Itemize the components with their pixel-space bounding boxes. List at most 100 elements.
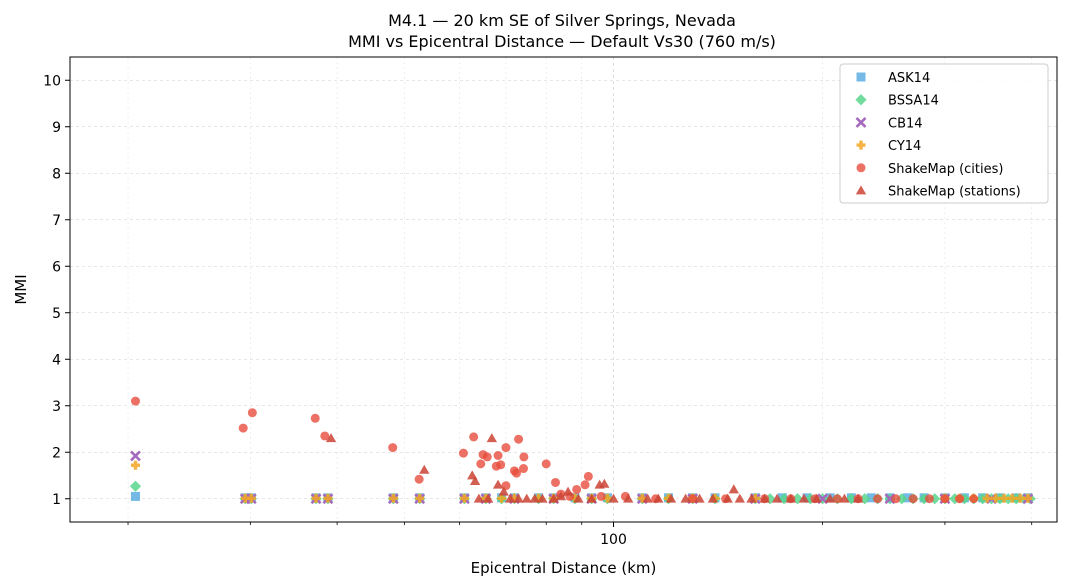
data-point xyxy=(388,493,398,503)
data-point xyxy=(555,491,567,501)
series-shakemap-cities xyxy=(130,396,979,504)
data-point xyxy=(419,464,430,474)
data-point xyxy=(891,494,901,504)
data-point xyxy=(414,474,424,484)
data-point xyxy=(665,493,677,503)
y-tick-label: 5 xyxy=(52,306,61,322)
data-point xyxy=(238,423,248,433)
y-tick-label: 7 xyxy=(52,213,61,229)
series-shakemap-stations xyxy=(325,433,864,503)
data-point xyxy=(514,434,524,444)
data-point xyxy=(469,475,481,485)
data-point xyxy=(482,452,492,462)
data-point xyxy=(573,493,584,503)
axes: 1 2 3 4 5 6 7 8 9 10 100 xyxy=(43,73,1033,548)
y-tick-label: 1 xyxy=(52,492,61,508)
data-point xyxy=(129,480,142,492)
x-stroke xyxy=(130,450,141,462)
data-point xyxy=(924,494,934,504)
data-point xyxy=(323,493,333,503)
data-point xyxy=(320,431,330,441)
data-point xyxy=(583,471,593,481)
legend-marker xyxy=(856,72,866,82)
data-point xyxy=(722,493,733,503)
data-point xyxy=(572,484,582,494)
data-point xyxy=(680,493,691,503)
data-point xyxy=(562,486,574,496)
data-point xyxy=(550,477,560,487)
data-point xyxy=(999,493,1009,503)
y-axis-label: MMI xyxy=(12,274,30,304)
data-point xyxy=(247,408,257,418)
legend-label: CY14 xyxy=(888,139,921,154)
x-axis-label: Epicentral Distance (km) xyxy=(471,559,657,577)
x-tick-label: 100 xyxy=(600,532,627,548)
data-point xyxy=(519,452,529,462)
data-point xyxy=(529,493,540,503)
data-point xyxy=(570,493,580,503)
data-point xyxy=(310,413,320,423)
legend-marker xyxy=(856,163,866,173)
chart-subtitle: MMI vs Epicentral Distance — Default Vs3… xyxy=(348,32,776,51)
data-point xyxy=(969,494,979,504)
data-point xyxy=(688,494,698,504)
data-point xyxy=(246,493,256,503)
data-point xyxy=(476,459,486,469)
data-point xyxy=(824,493,836,503)
data-point xyxy=(694,493,705,503)
data-point xyxy=(458,448,468,458)
data-point xyxy=(902,493,912,503)
data-point xyxy=(873,494,883,504)
data-point xyxy=(541,459,551,469)
data-point xyxy=(519,464,529,474)
data-point xyxy=(602,493,612,503)
data-point xyxy=(459,493,469,503)
data-point xyxy=(415,493,425,503)
legend-marker xyxy=(856,140,866,150)
legend-label: ShakeMap (cities) xyxy=(888,162,1003,177)
data-point xyxy=(785,493,797,503)
data-point xyxy=(832,494,842,504)
data-point xyxy=(991,493,1001,503)
data-point xyxy=(586,493,597,503)
data-point xyxy=(852,493,864,503)
data-point xyxy=(130,396,140,406)
data-point xyxy=(734,493,745,503)
data-point xyxy=(839,493,850,503)
data-point xyxy=(486,433,497,443)
data-point xyxy=(580,480,590,490)
data-point xyxy=(707,493,719,503)
data-point xyxy=(866,493,876,503)
data-point xyxy=(483,493,494,503)
data-point xyxy=(623,493,634,503)
data-points xyxy=(129,396,1036,505)
legend-marker xyxy=(855,185,867,195)
legend-label: ShakeMap (stations) xyxy=(888,185,1021,200)
legend-label: CB14 xyxy=(888,116,923,131)
data-point xyxy=(534,493,544,503)
legend-label: ASK14 xyxy=(888,71,930,86)
data-point xyxy=(653,493,664,503)
data-point xyxy=(728,484,739,494)
legend-marker xyxy=(855,116,867,128)
data-point xyxy=(637,493,647,503)
y-tick-label: 4 xyxy=(52,352,61,368)
data-point xyxy=(1007,493,1017,503)
data-point xyxy=(509,493,519,503)
data-point xyxy=(492,479,504,489)
data-point xyxy=(497,493,507,503)
data-point xyxy=(759,493,770,503)
data-point xyxy=(311,493,321,503)
data-point xyxy=(501,443,511,453)
y-tick-label: 6 xyxy=(52,259,61,275)
data-point xyxy=(130,460,140,470)
data-point xyxy=(608,493,619,503)
data-point xyxy=(599,478,610,488)
data-point xyxy=(1023,493,1033,503)
data-point xyxy=(469,432,479,442)
data-point xyxy=(521,493,532,503)
data-point xyxy=(642,493,653,503)
y-tick-label: 8 xyxy=(52,166,61,182)
data-point xyxy=(982,493,992,503)
data-point xyxy=(596,491,606,501)
